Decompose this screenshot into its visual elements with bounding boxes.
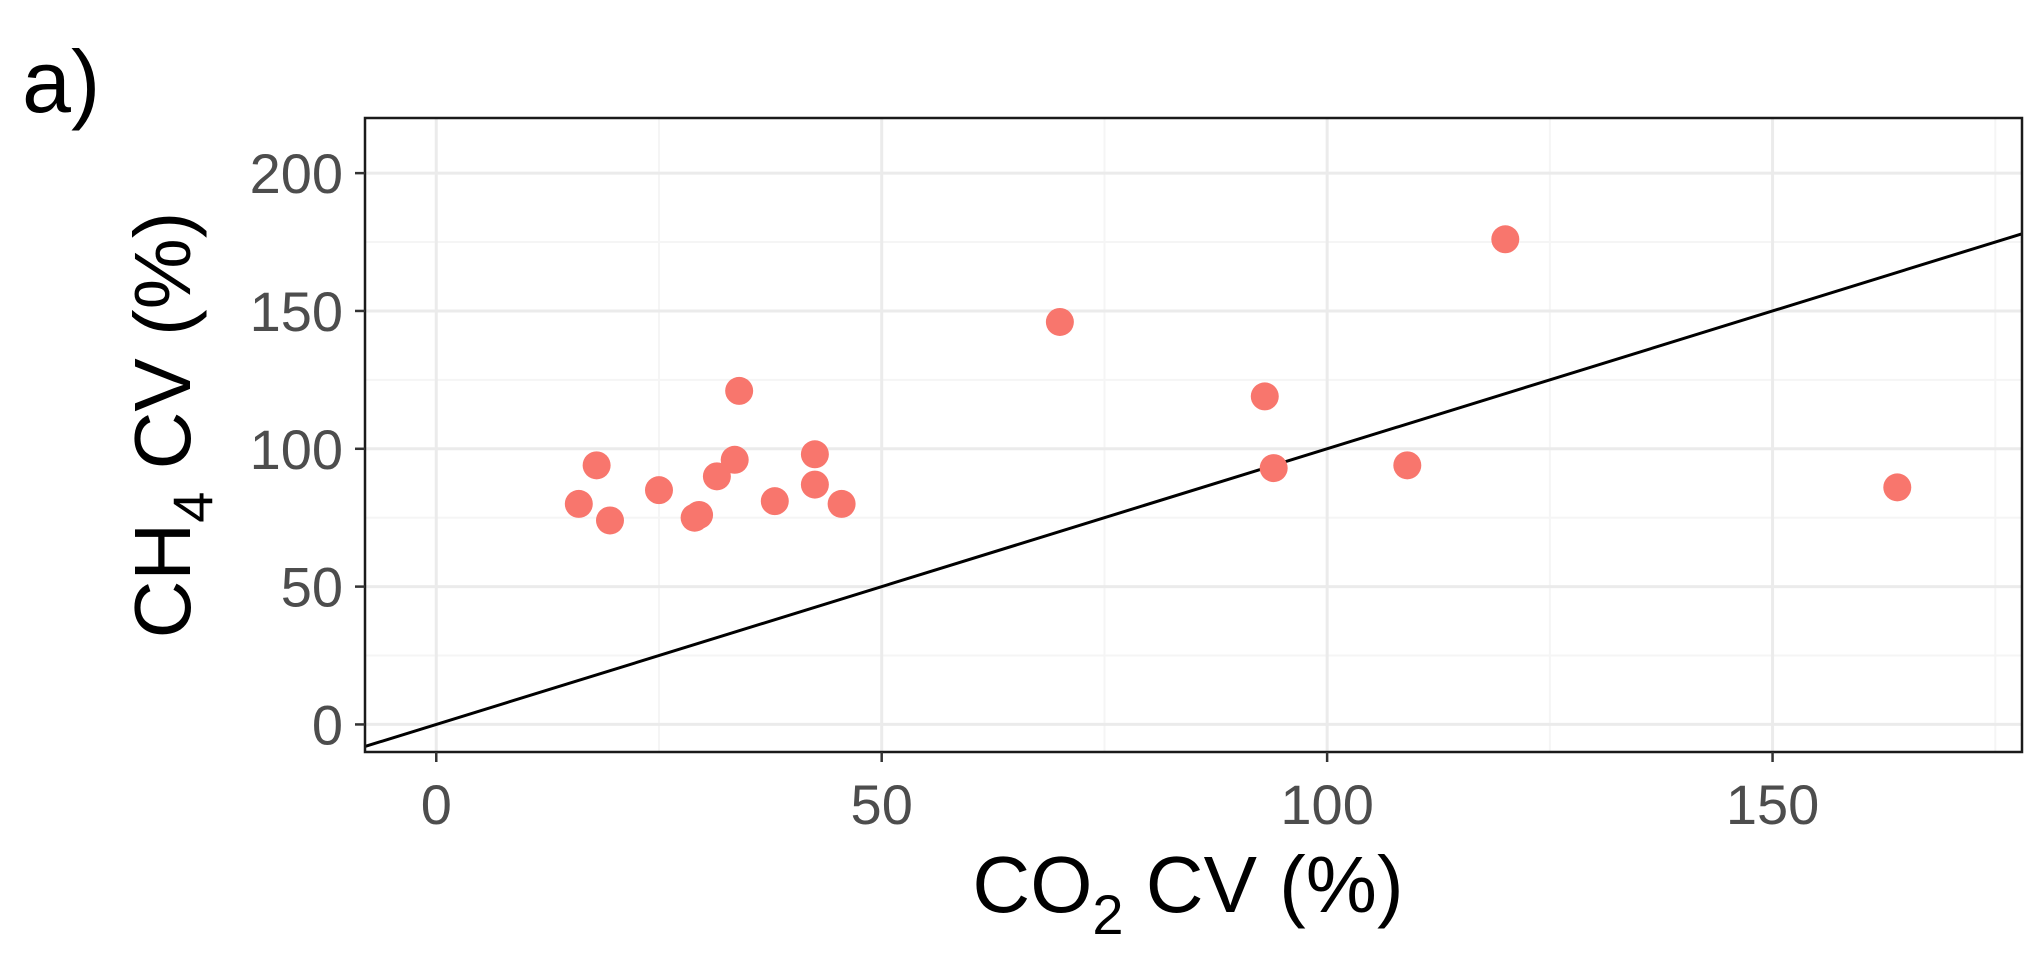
data-point	[1250, 382, 1279, 411]
y-axis-ticks: 0 50 100 150 200	[250, 142, 365, 756]
data-point	[1045, 307, 1074, 336]
y-tick-label: 150	[250, 280, 343, 343]
y-tick-label: 0	[312, 693, 343, 756]
x-tick-label: 150	[1726, 773, 1819, 836]
x-axis-ticks: 0 50 100 150	[421, 752, 1819, 836]
major-gridlines	[365, 118, 2022, 752]
data-point	[564, 489, 593, 518]
x-axis-title-subscript: 2	[1092, 883, 1123, 946]
data-point	[595, 506, 624, 535]
data-point	[800, 440, 829, 469]
x-tick-label: 0	[421, 773, 452, 836]
data-point	[685, 500, 714, 529]
data-points	[564, 225, 1912, 535]
minor-gridlines	[365, 118, 2022, 752]
x-axis-title-rest: CV (%)	[1124, 840, 1404, 929]
panel-label: a)	[22, 32, 100, 131]
y-tick-label: 100	[250, 418, 343, 481]
data-point	[760, 487, 789, 516]
identity-reference-line	[364, 232, 2023, 748]
x-tick-label: 100	[1280, 773, 1373, 836]
data-point	[720, 445, 749, 474]
data-point	[725, 376, 754, 405]
y-tick-label: 50	[281, 556, 343, 619]
data-point	[702, 462, 731, 491]
data-point	[582, 451, 611, 480]
y-axis-title-main: CH	[118, 523, 207, 639]
plot-area	[363, 116, 2024, 754]
y-axis-title-rest: CV (%)	[118, 212, 207, 492]
data-point	[827, 489, 856, 518]
x-axis-title-main: CO	[972, 840, 1092, 929]
y-tick-label: 200	[250, 142, 343, 205]
panel-border	[363, 116, 2024, 754]
panel-background	[365, 118, 2022, 752]
x-tick-label: 50	[851, 773, 913, 836]
y-axis-title-subscript: 4	[161, 492, 224, 523]
data-point	[1883, 473, 1912, 502]
data-point	[1491, 225, 1520, 254]
data-point	[800, 470, 829, 499]
x-axis-title: CO2 CV (%)	[972, 840, 1403, 946]
data-point	[1259, 454, 1288, 483]
data-point	[1393, 451, 1422, 480]
y-axis-title: CH4 CV (%)	[118, 212, 224, 639]
data-point	[644, 476, 673, 505]
